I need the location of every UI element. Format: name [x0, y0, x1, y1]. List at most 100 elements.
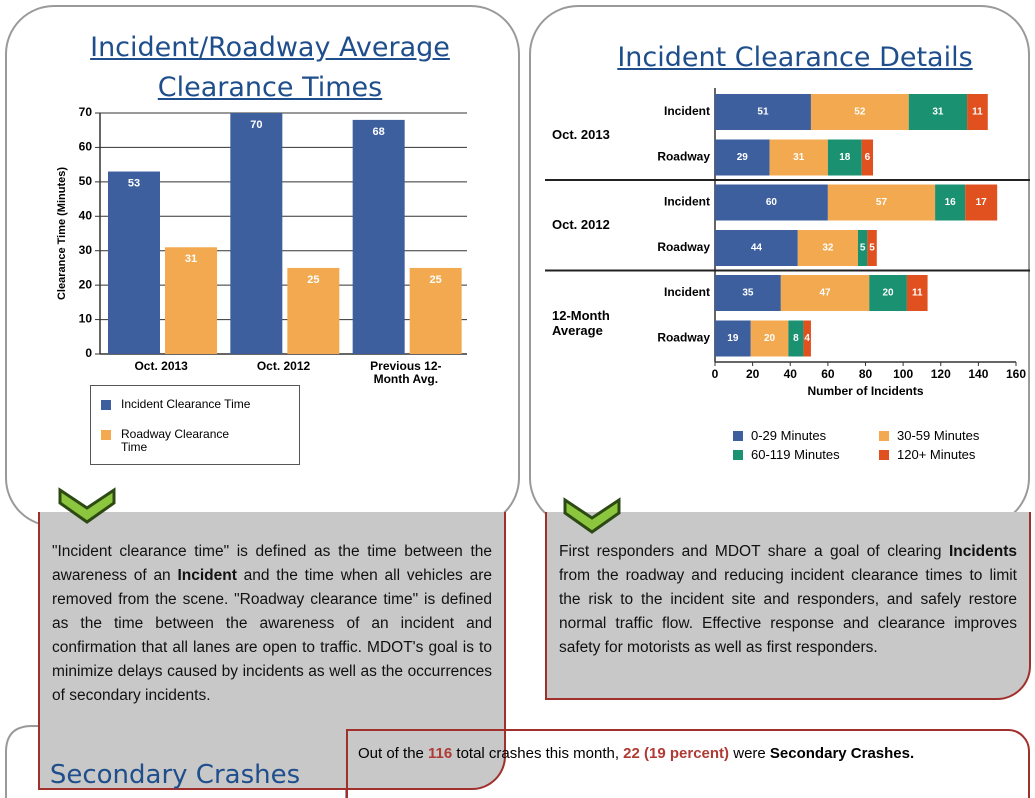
y-tick-label: 60 [79, 140, 93, 154]
legend-swatch [101, 430, 111, 440]
bar-segment [867, 230, 877, 266]
data-label: 17 [976, 197, 988, 208]
data-label: 53 [128, 177, 140, 189]
y-tick-label: Incident [664, 285, 710, 299]
legend-label: Roadway Clearance Time [121, 427, 230, 454]
y-tick-label: 30 [79, 243, 93, 257]
y-tick-label: 50 [79, 174, 93, 188]
bar-segment [769, 139, 828, 176]
bar-segment [965, 184, 998, 221]
text: total crashes this month, [452, 745, 624, 762]
legend-swatch [733, 430, 743, 441]
data-label: 4 [804, 333, 810, 344]
bar [287, 267, 340, 354]
bar-segment [803, 320, 811, 357]
data-label: 25 [307, 274, 319, 286]
bar-segment [869, 275, 907, 311]
data-label: 31 [793, 152, 805, 163]
bar-segment [715, 184, 828, 221]
legend-item: 120+ Minutes [879, 447, 975, 462]
x-tick-label: Oct. 2013 [134, 359, 188, 373]
bar [230, 113, 283, 354]
bar-segment [788, 320, 804, 357]
y-tick-label: Roadway [657, 150, 710, 164]
y-tick-label: 0 [85, 346, 92, 360]
note-bold: Incidents [948, 543, 1017, 560]
data-label: 11 [912, 288, 923, 299]
legend-item: 30-59 Minutes [879, 428, 979, 443]
legend-label: 60-119 Minutes [751, 447, 840, 462]
x-tick-label: 60 [821, 367, 835, 381]
legend-label: 0-29 Minutes [751, 428, 827, 443]
x-tick-label: 0 [712, 367, 719, 381]
data-label: 57 [876, 197, 888, 208]
data-label: 8 [793, 333, 799, 344]
x-tick-label: 20 [746, 367, 760, 381]
data-label: 32 [822, 243, 834, 254]
data-label: 35 [742, 288, 754, 299]
bar-segment [797, 230, 858, 266]
y-tick-label: 70 [79, 105, 93, 119]
data-label: 29 [737, 152, 749, 163]
secondary-box: Out of the 116 total crashes this month,… [346, 729, 1030, 798]
text: Out of the [358, 745, 429, 762]
bar-segment [935, 184, 966, 221]
data-label: 18 [839, 152, 851, 163]
bar-segment [857, 230, 868, 266]
bar [352, 119, 405, 354]
y-tick-label: Roadway [657, 240, 710, 254]
legend-item: Roadway Clearance Time [101, 428, 246, 454]
y-axis-label: Clearance Time (Minutes) [56, 167, 68, 300]
highlight: 22 (19 percent) [623, 745, 730, 762]
bar-segment [780, 275, 870, 311]
left-note: "Incident clearance time" is defined as … [38, 512, 506, 790]
bar-segment [715, 94, 811, 130]
data-label: 5 [869, 243, 875, 254]
group-label: Oct. 2012 [552, 217, 610, 233]
bar-segment [861, 139, 874, 176]
x-tick-label: 120 [931, 367, 951, 381]
data-label: 31 [185, 253, 197, 265]
bar-segment [827, 139, 862, 176]
data-label: 5 [860, 243, 866, 254]
data-label: 16 [945, 197, 957, 208]
group-label: Oct. 2013 [552, 126, 610, 142]
legend-item: Incident Clearance Time [101, 398, 250, 411]
data-label: 19 [727, 333, 739, 344]
note-text: First responders and MDOT share a goal o… [559, 543, 949, 560]
y-tick-label: 40 [79, 208, 93, 222]
data-label: 31 [932, 107, 944, 118]
data-label: 44 [751, 243, 763, 254]
left-title: Incident/Roadway Average Clearance Times [90, 32, 450, 103]
data-label: 60 [766, 197, 778, 208]
bar [108, 171, 160, 354]
note-bold: Incident [177, 567, 237, 584]
data-label: 20 [883, 288, 895, 299]
y-tick-label: Incident [664, 195, 710, 209]
group-label: 12-Month Average [552, 307, 610, 338]
bar-segment [715, 275, 781, 311]
x-tick-label: Oct. 2012 [256, 359, 311, 373]
bar-segment [715, 139, 770, 176]
y-tick-label: Roadway [657, 331, 710, 345]
bar-segment [967, 94, 988, 130]
data-label: 47 [819, 288, 831, 299]
data-label: 25 [430, 274, 442, 286]
bar [409, 267, 462, 354]
x-tick-label: 80 [859, 367, 873, 381]
x-tick-label: 100 [893, 367, 913, 381]
data-label: 20 [764, 333, 776, 344]
bar-segment [810, 94, 909, 130]
x-tick-label: Previous 12-Month Avg. [370, 359, 442, 386]
data-label: 6 [865, 152, 871, 163]
x-tick-label: 40 [784, 367, 798, 381]
bar-segment [750, 320, 789, 357]
legend-swatch [879, 449, 889, 460]
right-note: First responders and MDOT share a goal o… [545, 512, 1031, 700]
legend-item: 0-29 Minutes [733, 428, 826, 443]
bar [165, 247, 217, 354]
bar-segment [906, 275, 928, 311]
bar-segment [908, 94, 968, 130]
